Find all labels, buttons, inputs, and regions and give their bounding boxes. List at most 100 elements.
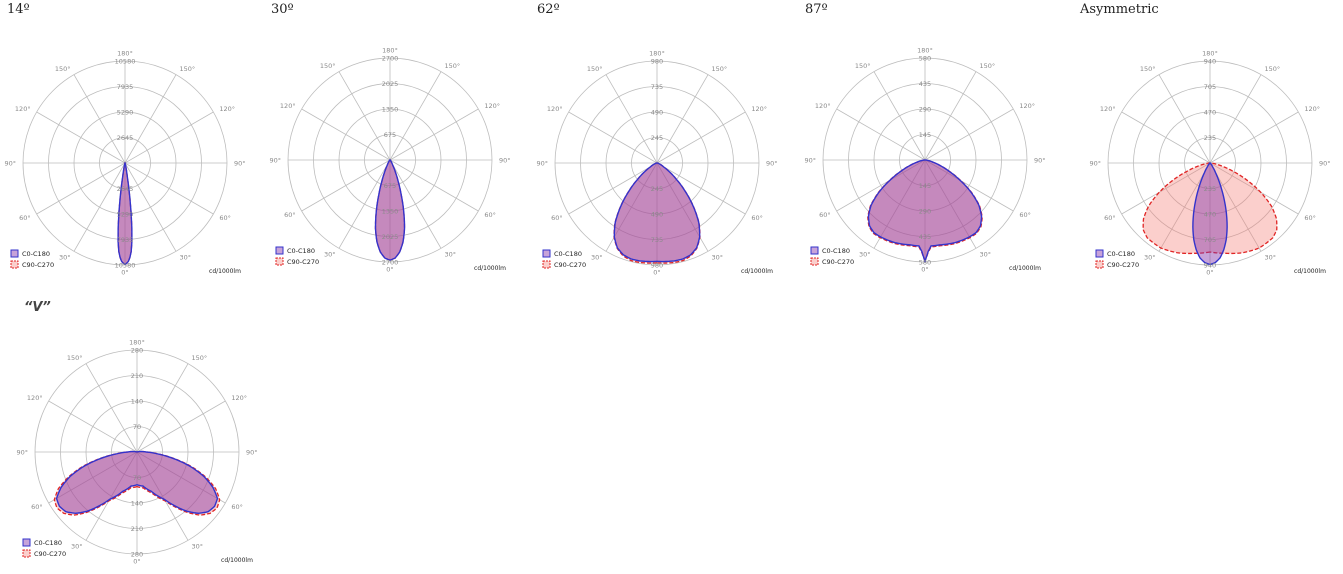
angle-label: 60°	[231, 503, 243, 511]
chart-title: Asymmetric	[1080, 2, 1159, 17]
chart-title: 14º	[7, 2, 30, 17]
legend-swatch-c90	[10, 260, 19, 269]
angle-label: 120°	[547, 105, 563, 113]
grid-spoke	[924, 108, 1014, 161]
ring-label: 435	[919, 80, 931, 88]
grid-spoke	[836, 108, 926, 161]
ring-label: 490	[651, 109, 663, 117]
grid-spoke	[605, 74, 658, 164]
angle-label: 90°	[1319, 159, 1331, 167]
angle-label: 120°	[231, 394, 247, 402]
legend-swatch-c0	[542, 249, 551, 258]
angle-label: 60°	[19, 214, 31, 222]
series-c90-c270-curve	[867, 159, 983, 263]
angle-label: 30°	[71, 543, 83, 551]
angle-label: 150°	[855, 62, 871, 70]
series-c0-c180-curve	[1192, 162, 1228, 266]
angle-label: 0°	[921, 265, 928, 273]
angle-label: 30°	[192, 543, 204, 551]
ring-label: 290	[919, 208, 931, 216]
grid-spoke	[1209, 162, 1262, 252]
angle-label: 30°	[59, 254, 71, 262]
angle-label: 30°	[1144, 254, 1156, 262]
legend-swatch-c0	[10, 249, 19, 258]
ring-label: 140	[131, 398, 143, 406]
grid-spoke	[136, 363, 189, 453]
grid-spoke	[136, 451, 226, 504]
legend-label-c90: C90-C270	[1107, 261, 1139, 269]
angle-label: 150°	[55, 65, 71, 73]
unit-label: cd/1000lm	[741, 268, 773, 275]
ring-label: 980	[651, 262, 663, 270]
ring-label: 245	[651, 134, 663, 142]
grid-spoke	[48, 451, 138, 504]
angle-label: 180°	[382, 46, 398, 54]
polar-grid	[287, 57, 493, 263]
ring-label: 235	[1204, 134, 1216, 142]
grid-spoke	[873, 71, 926, 161]
legend-swatch-c0	[810, 246, 819, 255]
angle-label: 90°	[269, 156, 281, 164]
ring-label: 245	[651, 185, 663, 193]
angle-label: 90°	[766, 159, 778, 167]
grid-spoke	[924, 159, 1014, 212]
ring-label: 1350	[382, 106, 399, 114]
angle-label: 90°	[804, 156, 816, 164]
grid-spoke	[924, 159, 977, 249]
ring-label: 2025	[382, 233, 399, 241]
ring-label: 2025	[382, 80, 399, 88]
angle-label: 60°	[219, 214, 231, 222]
legend-label-c90: C90-C270	[287, 258, 319, 266]
ring-label: 580	[919, 55, 931, 63]
grid-spoke	[873, 159, 926, 249]
series-c0-c180-curve	[117, 162, 133, 266]
grid-spoke	[124, 74, 177, 164]
ring-label: 70	[133, 474, 141, 482]
ring-label: 7935	[117, 83, 134, 91]
grid-spoke	[36, 111, 126, 164]
angle-label: 60°	[31, 503, 43, 511]
ring-label: 2645	[117, 134, 134, 142]
angle-label: 60°	[484, 211, 496, 219]
angle-label: 120°	[27, 394, 43, 402]
angle-label: 180°	[917, 46, 933, 54]
grid-spoke	[389, 159, 479, 212]
grid-spoke	[48, 400, 138, 453]
legend-label-c0: C0-C180	[287, 247, 315, 255]
ring-label: 705	[1204, 236, 1216, 244]
grid-spoke	[301, 159, 391, 212]
legend-swatch-c90	[1095, 260, 1104, 269]
ring-label: 280	[131, 347, 143, 355]
angle-label: 90°	[234, 159, 246, 167]
ring-label: 470	[1204, 211, 1216, 219]
ring-label: 140	[131, 500, 143, 508]
grid-spoke	[136, 400, 226, 453]
ring-label: 675	[384, 131, 396, 139]
ring-label: 5290	[117, 109, 134, 117]
angle-label: 150°	[1140, 65, 1156, 73]
polar-grid	[554, 60, 760, 266]
unit-label: cd/1000lm	[1294, 268, 1326, 275]
grid-spoke	[1121, 162, 1211, 215]
ring-label: 5290	[117, 211, 134, 219]
ring-label: 145	[919, 182, 931, 190]
ring-label: 10580	[115, 262, 136, 270]
grid-spoke	[389, 71, 442, 161]
grid-spoke	[73, 74, 126, 164]
grid-spoke	[656, 111, 746, 164]
ring-label: 940	[1204, 58, 1216, 66]
angle-label: 30°	[1265, 254, 1277, 262]
angle-label: 150°	[180, 65, 196, 73]
ring-label: 290	[919, 106, 931, 114]
angle-label: 0°	[121, 268, 128, 276]
grid-spoke	[1209, 74, 1262, 164]
series-c0-c180-curve	[867, 159, 983, 264]
polar-grid	[22, 60, 228, 266]
grid-spoke	[656, 74, 709, 164]
legend-swatch-c0	[275, 246, 284, 255]
grid-spoke	[389, 159, 442, 249]
angle-label: 120°	[815, 102, 831, 110]
